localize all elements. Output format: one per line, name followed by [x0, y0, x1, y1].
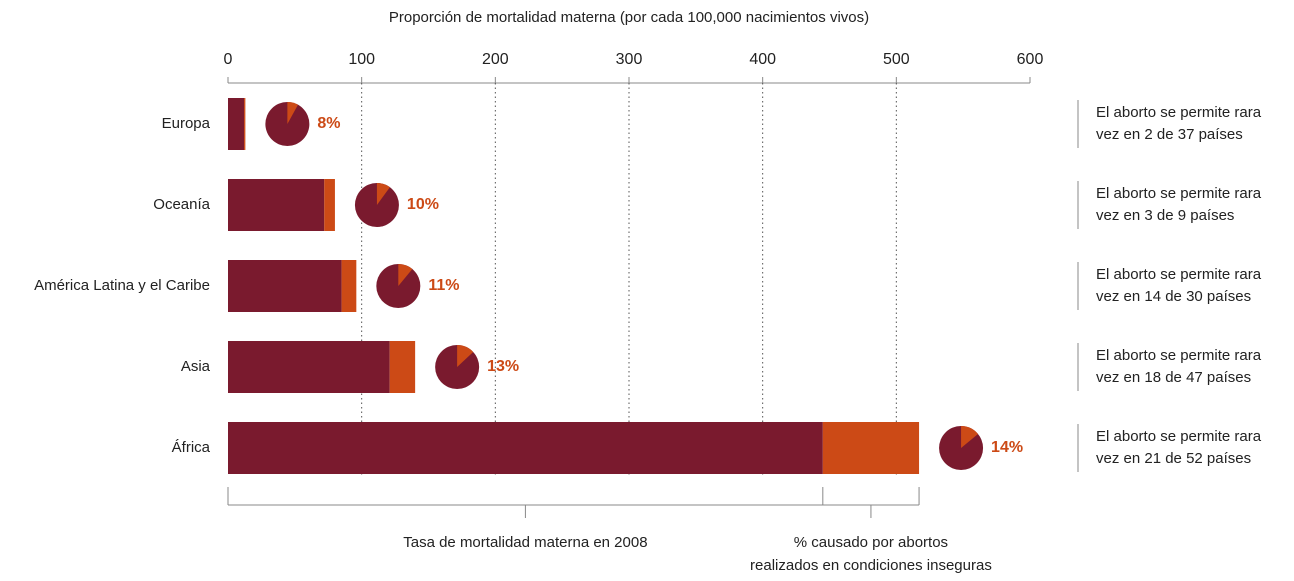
x-tick-label: 500 — [883, 51, 910, 68]
pie-label: 14% — [991, 439, 1023, 456]
bracket-label: Tasa de mortalidad materna en 2008 — [403, 534, 647, 551]
bar-segment — [228, 422, 823, 474]
bracket-label: % causado por abortos — [794, 534, 948, 551]
bar-segment — [228, 260, 342, 312]
note-text: El aborto se permite rara — [1096, 347, 1262, 364]
x-tick-label: 400 — [749, 51, 776, 68]
x-tick-label: 600 — [1017, 51, 1044, 68]
pie-slice — [457, 345, 474, 367]
bar-segment — [228, 341, 390, 393]
bar-segment — [822, 422, 920, 474]
chart-title: Proporción de mortalidad materna (por ca… — [389, 9, 869, 26]
category-label: Asia — [181, 358, 211, 375]
pie-slice — [376, 183, 390, 205]
category-label: Europa — [162, 115, 211, 132]
x-tick-label: 0 — [224, 51, 233, 68]
note-text: vez en 18 de 47 países — [1096, 369, 1251, 386]
x-tick-label: 100 — [348, 51, 375, 68]
bar-segment — [228, 179, 325, 231]
pie-label: 8% — [317, 115, 340, 132]
note-text: vez en 3 de 9 países — [1096, 207, 1234, 224]
bracket-label: realizados en condiciones inseguras — [750, 557, 992, 574]
category-label: África — [172, 439, 211, 456]
note-text: El aborto se permite rara — [1096, 185, 1262, 202]
pie-label: 13% — [487, 358, 519, 375]
bar-segment — [244, 98, 246, 150]
note-text: vez en 14 de 30 países — [1096, 288, 1251, 305]
pie-label: 10% — [407, 196, 439, 213]
note-text: El aborto se permite rara — [1096, 266, 1262, 283]
pie-slice — [961, 426, 979, 448]
category-label: América Latina y el Caribe — [34, 277, 210, 294]
note-text: vez en 2 de 37 países — [1096, 126, 1243, 143]
note-text: El aborto se permite rara — [1096, 104, 1262, 121]
category-label: Oceanía — [153, 196, 210, 213]
note-text: El aborto se permite rara — [1096, 428, 1262, 445]
pie-label: 11% — [428, 277, 459, 294]
x-tick-label: 200 — [482, 51, 509, 68]
pie-slice — [287, 102, 298, 124]
bar-segment — [389, 341, 416, 393]
bar-segment — [324, 179, 335, 231]
note-text: vez en 21 de 52 países — [1096, 450, 1251, 467]
bar-segment — [228, 98, 245, 150]
x-tick-label: 300 — [616, 51, 643, 68]
pie-slice — [398, 264, 413, 286]
bar-segment — [341, 260, 357, 312]
